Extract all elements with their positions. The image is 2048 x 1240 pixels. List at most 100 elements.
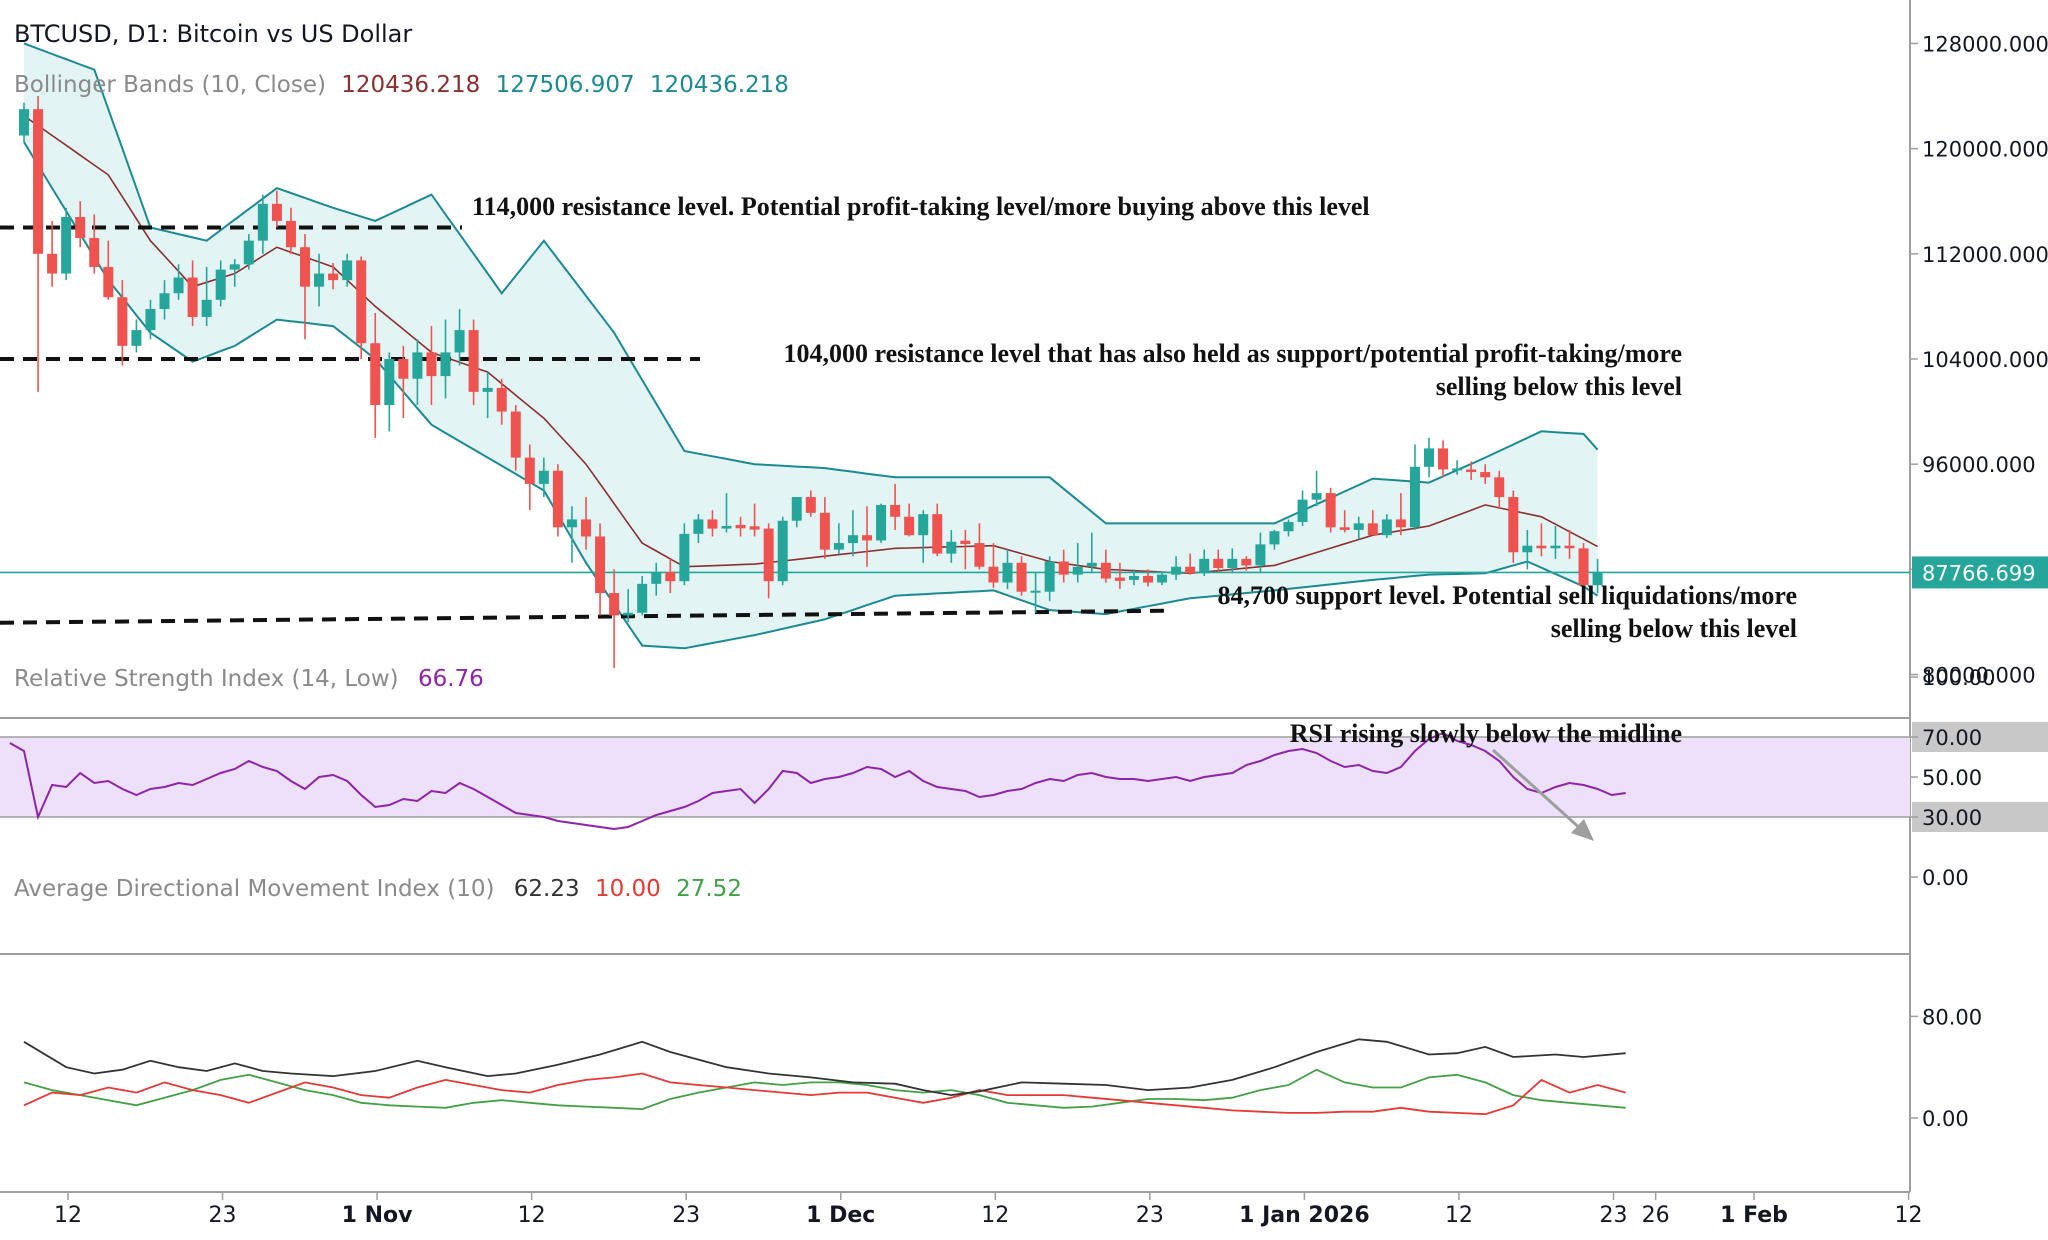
bollinger-label: Bollinger Bands (10, Close) [14, 72, 326, 98]
candle [651, 562, 662, 596]
candle [665, 558, 676, 594]
candle-body [707, 519, 718, 529]
candle-body [1438, 448, 1449, 470]
candle-body [229, 264, 240, 270]
price-tick-label: 112000.000 [1922, 243, 2048, 267]
candle [187, 260, 198, 327]
bollinger-legend: Bollinger Bands (10, Close) 120436.218 1… [14, 72, 789, 98]
candle [370, 312, 381, 438]
candle-body [173, 277, 184, 294]
candle-body [1227, 558, 1238, 569]
candle [679, 523, 690, 586]
candle [412, 339, 423, 406]
rsi-line [9, 731, 1626, 831]
candle-body [777, 520, 788, 582]
candle-body [1550, 545, 1561, 549]
candle-body [847, 535, 858, 544]
candle-body [581, 519, 591, 537]
x-tick-label: 1 Jan 2026 [1239, 1203, 1370, 1228]
candle-body [398, 359, 409, 379]
annotation-104k-line1: 104,000 resistance level that has also h… [784, 339, 1682, 368]
candle [314, 253, 325, 307]
candle-body [1143, 575, 1153, 583]
candle-body [468, 330, 479, 392]
candle [398, 345, 409, 419]
adx-legend: Average Directional Movement Index (10) … [14, 876, 742, 902]
candle [1564, 529, 1575, 559]
rsi-tick-box [1912, 802, 2048, 832]
candle [1438, 440, 1449, 478]
candle-body [1424, 448, 1434, 467]
candle [538, 457, 549, 498]
candle-body [890, 504, 901, 517]
candle-body [145, 309, 156, 331]
candle [1353, 516, 1364, 540]
candle [1128, 569, 1139, 586]
candle-body [342, 260, 353, 281]
candle [103, 240, 114, 300]
candle [974, 523, 985, 570]
candle-body [33, 109, 44, 254]
candle-body [735, 524, 746, 529]
candle-body [538, 470, 549, 484]
candle [1241, 556, 1252, 571]
candle-body [721, 525, 732, 529]
candle [496, 378, 507, 425]
candle-body [61, 217, 72, 274]
candle-body [833, 543, 844, 550]
adx-label: Average Directional Movement Index (10) [14, 876, 494, 902]
annotation-114k: 114,000 resistance level. Potential prof… [472, 192, 1370, 221]
candle [1550, 525, 1561, 559]
candle [229, 259, 240, 287]
candle [1578, 543, 1589, 590]
price-tick-label: 80000.000 [1922, 664, 2036, 688]
candle [47, 220, 58, 287]
candle-body [862, 535, 872, 541]
candle [482, 372, 493, 419]
candle [215, 260, 226, 307]
rsi-tick-label: 30.00 [1922, 806, 1982, 830]
candle-body [243, 240, 254, 265]
candle-body [1480, 472, 1491, 478]
candle-body [763, 528, 774, 582]
candle [1157, 572, 1168, 586]
candle-body [19, 109, 29, 136]
candle [426, 326, 437, 406]
candle [1269, 529, 1280, 550]
candle [1395, 493, 1406, 536]
bollinger-fill [24, 43, 1598, 649]
candle [271, 190, 282, 228]
candle-body [805, 497, 816, 513]
candle-body [918, 514, 929, 536]
candle-body [215, 269, 226, 300]
candle [1058, 549, 1069, 583]
candle [19, 102, 29, 143]
candle-body [356, 260, 367, 344]
candle-body [1367, 523, 1378, 536]
candle-body [1016, 562, 1027, 592]
candle-body [566, 519, 577, 528]
x-tick-label: 1 Dec [806, 1203, 875, 1228]
bollinger-value-2: 127506.907 [496, 72, 635, 98]
x-tick-label: 12 [1895, 1203, 1923, 1228]
candle [131, 319, 142, 353]
candle-body [1564, 545, 1575, 549]
candle [960, 529, 971, 570]
candle [777, 516, 788, 586]
candle-body [482, 387, 493, 392]
candle-body [1592, 572, 1603, 586]
candle [1466, 461, 1477, 480]
candle [257, 194, 268, 254]
price-tick-label: 104000.000 [1922, 348, 2048, 372]
candle-body [1100, 562, 1111, 579]
candle [1114, 562, 1125, 590]
rsi-panel [0, 731, 1910, 831]
chart-title: BTCUSD, D1: Bitcoin vs US Dollar [14, 20, 412, 48]
candle [342, 253, 353, 287]
candle-body [187, 277, 198, 317]
candle [623, 589, 634, 622]
candle-body [623, 612, 634, 616]
candle-body [1114, 577, 1125, 581]
candle [1381, 514, 1392, 538]
candle [384, 352, 395, 432]
